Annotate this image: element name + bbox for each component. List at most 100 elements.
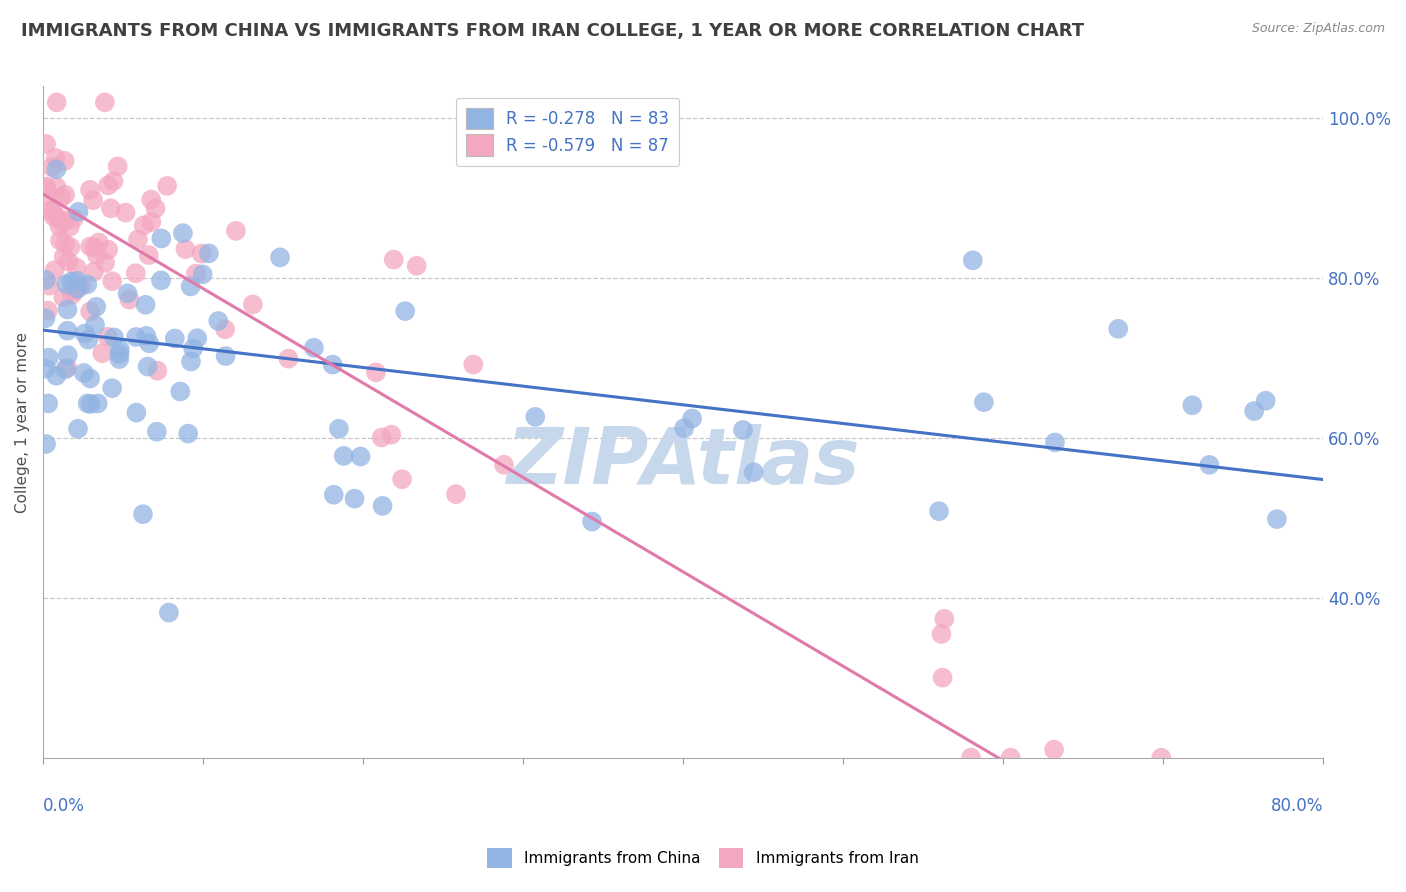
Point — [73, 326, 96, 341]
Point — [181, 342, 204, 356]
Point — [1107, 322, 1129, 336]
Point — [55, 213, 77, 227]
Point — [79, 239, 101, 253]
Point — [53, 236, 76, 251]
Point — [190, 246, 212, 260]
Point — [405, 259, 427, 273]
Point — [146, 364, 169, 378]
Point — [934, 612, 956, 626]
Point — [391, 472, 413, 486]
Point — [180, 354, 202, 368]
Point — [67, 204, 90, 219]
Text: 80.0%: 80.0% — [1271, 797, 1323, 814]
Point — [117, 286, 139, 301]
Point — [103, 174, 125, 188]
Point — [150, 231, 173, 245]
Point — [79, 371, 101, 385]
Point — [370, 430, 392, 444]
Point — [157, 606, 180, 620]
Point — [108, 352, 131, 367]
Point — [45, 210, 67, 224]
Point — [125, 330, 148, 344]
Point — [1254, 393, 1277, 408]
Point — [91, 346, 114, 360]
Point — [56, 302, 79, 317]
Point — [79, 304, 101, 318]
Point — [42, 210, 65, 224]
Point — [742, 465, 765, 479]
Point — [76, 277, 98, 292]
Point — [45, 180, 67, 194]
Text: Source: ZipAtlas.com: Source: ZipAtlas.com — [1251, 22, 1385, 36]
Point — [55, 277, 77, 292]
Point — [136, 359, 159, 374]
Point — [163, 331, 186, 345]
Point — [277, 351, 299, 366]
Point — [86, 248, 108, 262]
Point — [132, 507, 155, 521]
Point — [84, 318, 107, 332]
Point — [371, 499, 394, 513]
Point — [463, 358, 485, 372]
Point — [82, 193, 104, 207]
Point — [114, 205, 136, 219]
Point — [1243, 404, 1265, 418]
Point — [444, 487, 467, 501]
Point — [931, 627, 953, 641]
Point — [66, 282, 89, 296]
Point — [322, 358, 344, 372]
Point — [581, 515, 603, 529]
Point — [34, 311, 56, 326]
Point — [1198, 458, 1220, 472]
Point — [364, 365, 387, 379]
Point — [87, 235, 110, 250]
Point — [177, 426, 200, 441]
Point — [145, 202, 167, 216]
Point — [60, 288, 83, 302]
Y-axis label: College, 1 year or more: College, 1 year or more — [15, 332, 30, 513]
Point — [35, 361, 58, 376]
Point — [214, 349, 236, 363]
Point — [45, 162, 67, 177]
Point — [55, 362, 77, 376]
Point — [48, 219, 70, 234]
Point — [132, 219, 155, 233]
Point — [1265, 512, 1288, 526]
Point — [53, 153, 76, 168]
Text: 0.0%: 0.0% — [44, 797, 86, 814]
Point — [66, 422, 89, 436]
Point — [125, 406, 148, 420]
Point — [394, 304, 416, 318]
Point — [38, 351, 60, 365]
Point — [107, 159, 129, 173]
Point — [41, 202, 63, 217]
Point — [962, 253, 984, 268]
Point — [108, 347, 131, 361]
Point — [141, 193, 163, 207]
Point — [380, 427, 402, 442]
Point — [135, 298, 157, 312]
Point — [673, 421, 696, 435]
Point — [1043, 435, 1066, 450]
Point — [52, 250, 75, 264]
Point — [45, 95, 67, 110]
Point — [135, 328, 157, 343]
Point — [60, 275, 83, 289]
Point — [180, 279, 202, 293]
Point — [51, 190, 73, 204]
Point — [118, 293, 141, 307]
Point — [94, 256, 117, 270]
Point — [62, 284, 84, 298]
Point — [524, 409, 547, 424]
Point — [37, 303, 59, 318]
Point — [108, 343, 131, 357]
Point — [141, 215, 163, 229]
Point — [97, 243, 120, 257]
Point — [79, 397, 101, 411]
Point — [79, 183, 101, 197]
Point — [37, 188, 59, 202]
Point — [103, 330, 125, 344]
Point — [492, 458, 515, 472]
Point — [269, 251, 291, 265]
Text: ZIPAtlas: ZIPAtlas — [506, 425, 860, 500]
